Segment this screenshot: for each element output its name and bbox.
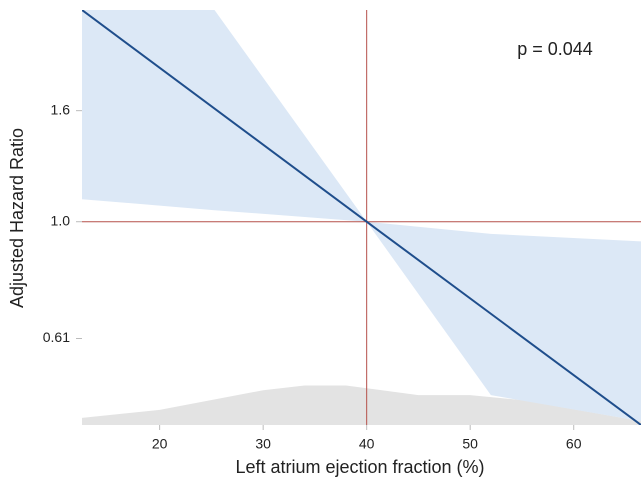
hazard-line [82,10,641,425]
x-tick-label: 20 [152,436,168,452]
y-tick-label: 1.6 [51,101,71,117]
x-tick-label: 60 [566,436,582,452]
y-tick-label: 0.61 [43,329,70,345]
density-area [82,385,641,425]
plot-area [82,10,641,425]
x-tick-label: 50 [462,436,478,452]
x-tick-label: 30 [255,436,271,452]
y-axis-label: Adjusted Hazard Ratio [7,128,27,308]
p-value: p = 0.044 [517,39,593,59]
x-tick-label: 40 [359,436,375,452]
x-axis-label: Left atrium ejection fraction (%) [235,457,484,477]
confidence-band [82,10,641,422]
y-tick-label: 1.0 [51,212,71,228]
